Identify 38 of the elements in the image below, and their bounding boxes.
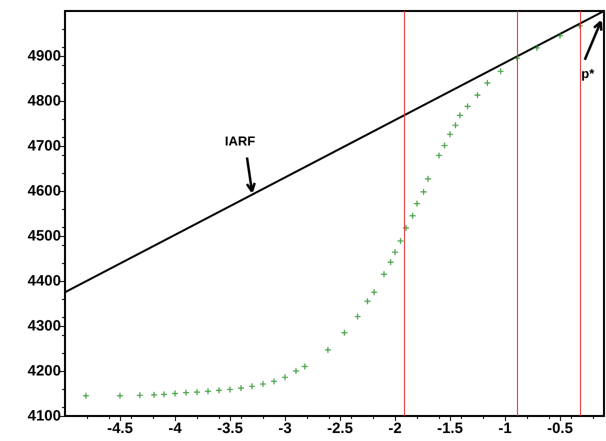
- x-tick-label: -2: [388, 420, 402, 437]
- point: [302, 364, 308, 370]
- x-tick-label: -0.5: [547, 420, 573, 437]
- y-tick-label: 4300: [28, 318, 61, 334]
- y-tick-label: 4700: [28, 138, 61, 154]
- point: [341, 330, 348, 336]
- point: [447, 131, 453, 138]
- y-tick-label: 4500: [28, 228, 61, 244]
- point: [498, 68, 504, 74]
- point: [381, 271, 387, 278]
- point: [205, 388, 211, 394]
- point: [410, 212, 416, 219]
- x-tick-label: -3: [278, 420, 292, 437]
- x-tick-label: -1: [498, 420, 512, 437]
- point: [249, 383, 255, 390]
- annotation: IARF: [224, 134, 256, 148]
- y-tick-label: 4800: [28, 92, 61, 110]
- y-tick-label: 4900: [28, 48, 61, 64]
- y-tick-label: 4600: [28, 182, 61, 200]
- y-tick-label: 4200: [28, 362, 61, 380]
- point: [82, 392, 89, 399]
- x-tick-label: -3.5: [217, 420, 243, 437]
- point: [117, 392, 123, 399]
- point: [557, 32, 563, 39]
- point: [452, 122, 458, 128]
- point: [392, 249, 398, 256]
- annotation: p*: [581, 66, 596, 81]
- point: [282, 374, 288, 380]
- x-tick-label: -2.5: [327, 420, 353, 437]
- y-tick-label: 4400: [28, 272, 61, 290]
- y-tick-label: 4100: [28, 408, 61, 424]
- point: [136, 392, 143, 398]
- point: [364, 298, 370, 304]
- point: [371, 289, 378, 296]
- point: [474, 92, 480, 98]
- x-tick-label: -4.5: [107, 420, 133, 437]
- x-tick-label: -4: [168, 420, 182, 437]
- x-tick-label: -1.5: [437, 420, 463, 437]
